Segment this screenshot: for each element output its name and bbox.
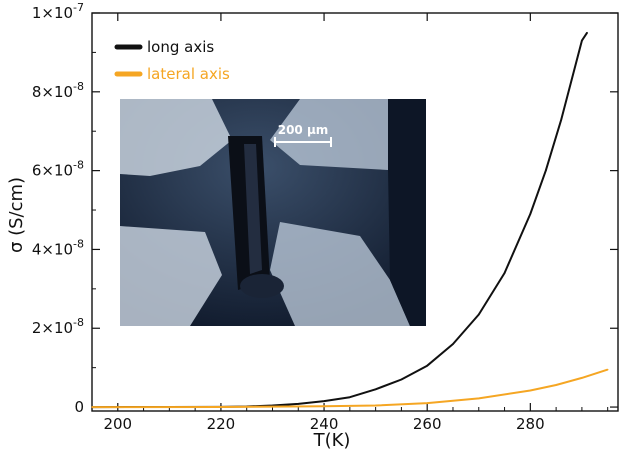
y-tick-label: 1×10-7 <box>32 1 84 22</box>
data-point-long-axis <box>545 169 547 172</box>
data-point-long-axis <box>581 39 583 42</box>
legend: long axis lateral axis <box>114 38 230 83</box>
legend-label-long-axis: long axis <box>147 38 214 56</box>
scale-bar-label: 200 µm <box>278 123 329 137</box>
data-point-lateral-axis <box>606 368 609 371</box>
data-point-long-axis <box>349 396 351 399</box>
data-point-lateral-axis <box>323 405 325 408</box>
data-point-lateral-axis <box>220 406 222 408</box>
x-axis-label: T(K) <box>313 430 351 451</box>
x-tick-label: 240 <box>310 415 339 433</box>
data-point-long-axis <box>570 79 573 81</box>
data-point-lateral-axis <box>581 377 583 379</box>
data-point-long-axis <box>400 378 403 381</box>
data-point-lateral-axis <box>91 406 93 408</box>
data-point-long-axis <box>452 343 454 345</box>
data-point-long-axis <box>503 272 506 274</box>
y-tick-label: 2×10-8 <box>32 316 84 337</box>
data-point-long-axis <box>426 364 428 367</box>
data-point-lateral-axis <box>477 397 480 400</box>
series-line-lateral-axis <box>91 368 609 409</box>
y-tick-label: 4×10-8 <box>32 237 84 258</box>
y-axis-label: σ (S/cm) <box>6 177 27 253</box>
x-tick-label: 260 <box>413 415 442 433</box>
data-point-long-axis <box>477 313 480 316</box>
x-tick-label: 220 <box>207 415 236 433</box>
x-tick-label: 200 <box>103 415 132 433</box>
data-point-lateral-axis <box>555 384 557 386</box>
data-point-long-axis <box>529 213 532 215</box>
y-tick-label: 8×10-8 <box>32 80 84 101</box>
y-axis-ticks: 0 2×10-8 4×10-8 6×10-8 8×10-8 1×10-7 <box>32 1 618 416</box>
x-axis-ticks: 200 220 240 260 280 <box>103 13 609 433</box>
data-point-lateral-axis <box>374 404 377 407</box>
data-point-long-axis <box>323 400 325 402</box>
series-layer <box>91 31 609 409</box>
data-point-long-axis <box>560 118 563 121</box>
plot-area <box>91 12 619 412</box>
legend-label-lateral-axis: lateral axis <box>147 65 230 83</box>
y-tick-label: 6×10-8 <box>32 159 84 180</box>
data-point-long-axis <box>297 403 300 405</box>
data-point-long-axis <box>374 388 377 391</box>
x-tick-label: 280 <box>516 415 545 433</box>
y-tick-label: 0 <box>74 398 84 416</box>
data-point-lateral-axis <box>426 402 428 404</box>
data-point-long-axis <box>586 31 588 34</box>
data-point-lateral-axis <box>529 389 532 392</box>
inset-micrograph: 200 µm <box>120 99 426 326</box>
